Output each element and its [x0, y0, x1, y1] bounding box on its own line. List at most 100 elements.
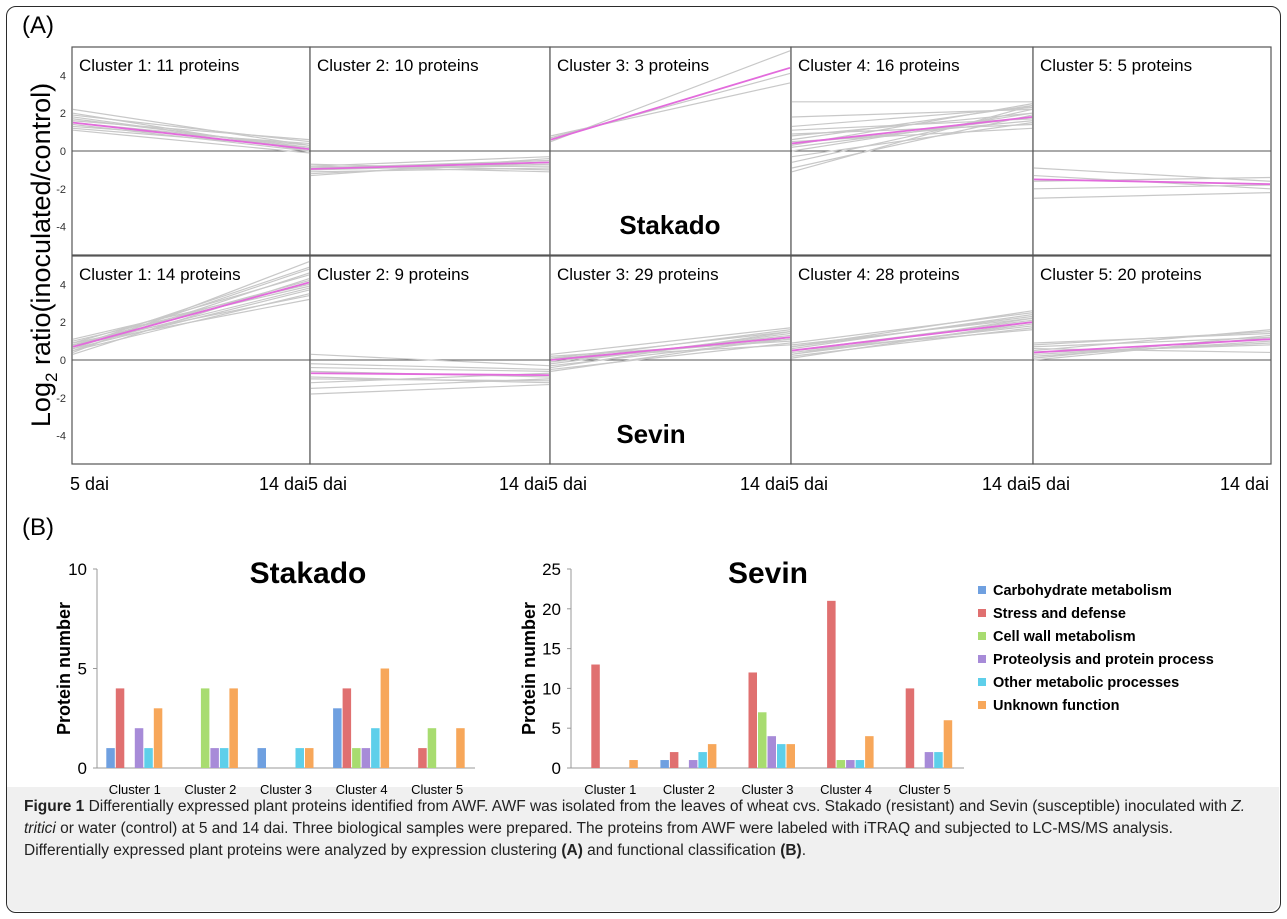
legend-label: Carbohydrate metabolism: [993, 583, 1172, 599]
bar-y-tick-label: 10: [542, 679, 561, 698]
bar-category-label: Cluster 2: [184, 782, 236, 797]
panel-b-label: (B): [22, 514, 54, 541]
legend-label: Other metabolic processes: [993, 675, 1179, 691]
member-profile-line: [72, 287, 310, 348]
member-profile-line: [72, 280, 310, 346]
bar-category-label: Cluster 5: [899, 782, 951, 797]
caption-text-3: and functional classification: [582, 842, 781, 859]
cluster-mean-line: [791, 321, 1033, 352]
member-profile-line: [310, 353, 550, 367]
y-tick-label: 4: [60, 279, 66, 291]
cluster-mean-line: [72, 281, 310, 348]
member-profile-line: [310, 366, 550, 372]
member-profile-line: [791, 312, 1033, 344]
x-tick-label: 5 dai: [548, 474, 587, 494]
panel-a-label: (A): [22, 12, 54, 39]
bar: [295, 748, 304, 768]
bar: [865, 736, 874, 768]
y-tick-label: 2: [60, 108, 66, 120]
member-profile-line: [310, 363, 550, 371]
x-tick-label: 14 dai: [499, 474, 548, 494]
x-tick-label: 14 dai: [982, 474, 1031, 494]
bar: [361, 748, 371, 768]
legend-label: Stress and defense: [993, 606, 1126, 622]
member-profile-line: [550, 327, 791, 355]
caption-background: [7, 787, 1279, 911]
member-profile-line: [1033, 329, 1271, 352]
member-profile-line: [791, 114, 1033, 169]
cluster-mean-line: [72, 121, 310, 151]
row-label-stakado: Stakado: [619, 210, 720, 240]
caption-text-1: Differentially expressed plant proteins …: [84, 798, 1232, 815]
bar: [629, 760, 638, 768]
bar: [144, 748, 153, 768]
bar: [200, 688, 210, 768]
bar-y-axis-label: Protein number: [54, 602, 74, 735]
legend-swatch: [978, 586, 986, 594]
y-tick-label: 0: [60, 146, 66, 158]
bar-y-tick-label: 10: [68, 560, 87, 579]
legend-label: Unknown function: [993, 698, 1119, 714]
bar: [305, 748, 314, 768]
bar: [153, 708, 163, 768]
x-tick-label: 14 dai: [740, 474, 789, 494]
member-profile-line: [791, 112, 1033, 152]
bar: [846, 760, 855, 768]
cluster-mean-line: [1033, 338, 1271, 354]
y-tick-label: -2: [56, 393, 66, 405]
bar-y-tick-label: 0: [78, 759, 87, 778]
bar: [836, 760, 846, 768]
cluster-title: Cluster 2: 9 proteins: [317, 265, 469, 284]
cluster-title: Cluster 1: 14 proteins: [79, 265, 241, 284]
bar: [669, 752, 679, 768]
caption-species: Z. tritici: [24, 798, 1246, 837]
bar: [229, 688, 238, 768]
bar: [371, 728, 380, 768]
x-tick-label: 5 dai: [1031, 474, 1070, 494]
member-profile-line: [72, 129, 310, 154]
bar: [380, 668, 390, 768]
legend-label: Cell wall metabolism: [993, 629, 1136, 645]
member-profile-line: [72, 125, 310, 145]
x-tick-label: 14 dai: [1220, 474, 1269, 494]
bar-y-tick-label: 5: [78, 660, 87, 679]
legend-swatch: [978, 609, 986, 617]
member-profile-line: [72, 285, 310, 342]
cluster-mean-line: [310, 372, 550, 377]
bar: [219, 748, 229, 768]
bar: [777, 744, 786, 768]
y-tick-label: -4: [56, 222, 66, 234]
y-tick-label: 4: [60, 70, 66, 82]
member-profile-line: [791, 327, 1033, 357]
member-profile-line: [791, 105, 1033, 141]
member-profile-line: [1033, 184, 1271, 190]
cluster-title: Cluster 3: 29 proteins: [557, 265, 719, 284]
member-profile-line: [1033, 192, 1271, 199]
bar: [333, 708, 342, 768]
y-axis-label-log: Log: [26, 382, 56, 427]
bar-y-tick-label: 20: [542, 600, 561, 619]
x-tick-label: 5 dai: [70, 474, 109, 494]
bar: [418, 748, 427, 768]
cluster-title: Cluster 2: 10 proteins: [317, 56, 479, 75]
caption-ref-a: (A): [561, 842, 583, 859]
bar: [134, 728, 144, 768]
member-profile-line: [72, 266, 310, 348]
caption-ref-b: (B): [780, 842, 802, 859]
member-profile-line: [310, 156, 550, 167]
member-profile-line: [310, 378, 550, 382]
x-tick-label: 14 dai: [259, 474, 308, 494]
member-profile-line: [791, 310, 1033, 348]
bar-category-label: Cluster 2: [663, 782, 715, 797]
bar: [934, 752, 943, 768]
bar: [688, 760, 698, 768]
bar: [257, 748, 266, 768]
y-tick-label: -2: [56, 184, 66, 196]
legend-swatch: [978, 655, 986, 663]
figure-caption: Figure 1 Differentially expressed plant …: [24, 796, 1254, 862]
figure-chart: (A) Cluster 1: 11 proteins Cluster 2: 10 p…: [22, 12, 1272, 797]
cluster-title: Cluster 3: 3 proteins: [557, 56, 709, 75]
bar-y-tick-label: 15: [542, 640, 561, 659]
bar: [943, 720, 953, 768]
bar: [106, 748, 115, 768]
